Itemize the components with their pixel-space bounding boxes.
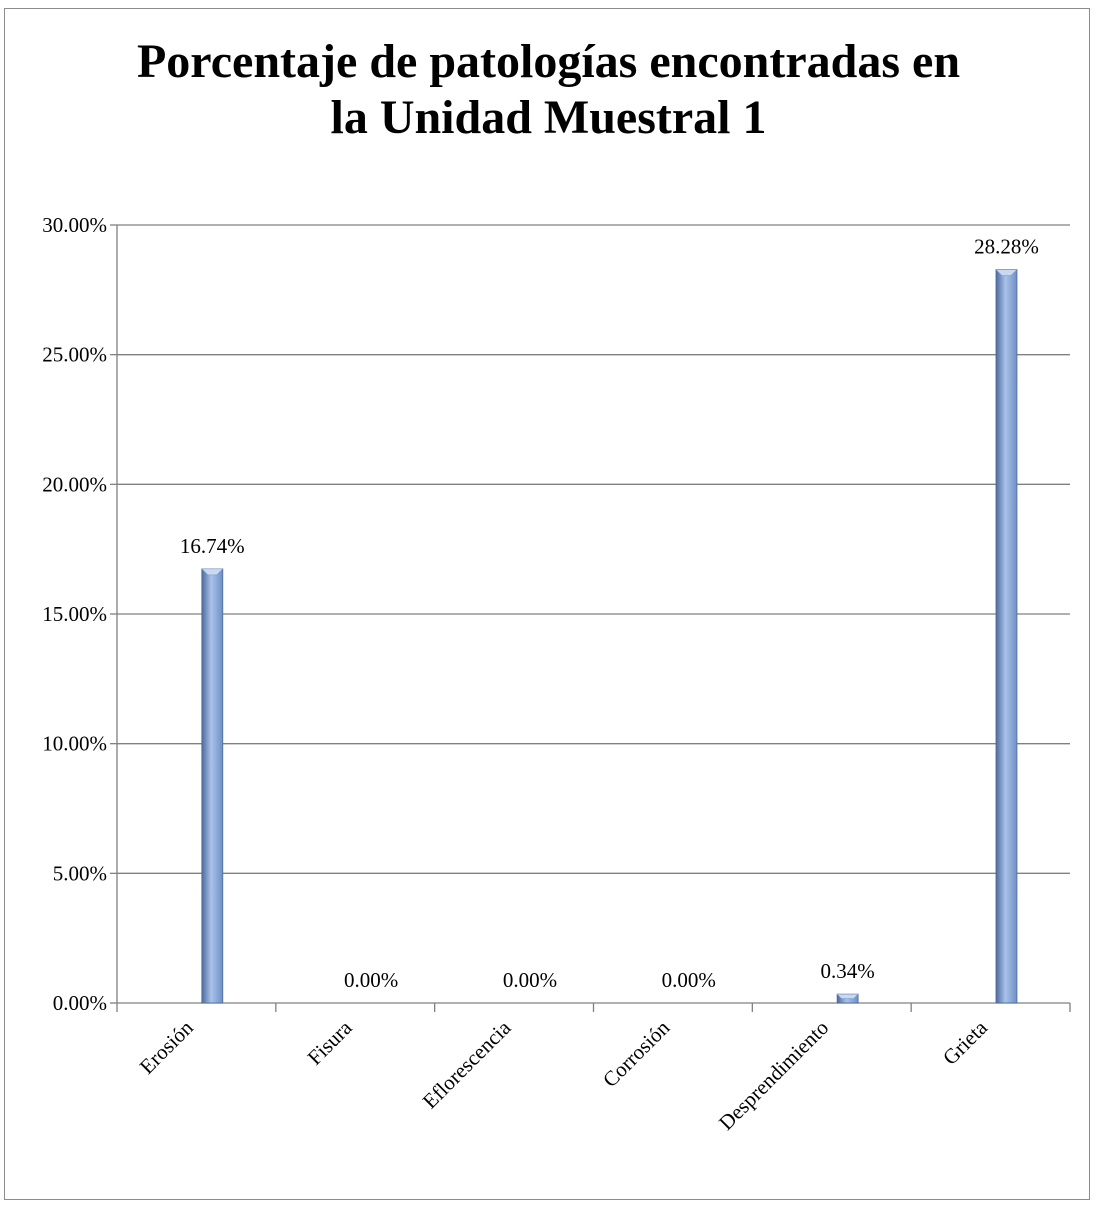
y-tick-label: 20.00%: [42, 472, 107, 496]
data-label: 0.00%: [662, 968, 716, 992]
category-label: Corrosión: [598, 1015, 675, 1092]
data-label: 0.00%: [503, 968, 557, 992]
data-label: 0.00%: [344, 968, 398, 992]
y-tick-label: 15.00%: [42, 602, 107, 626]
y-tick-label: 25.00%: [42, 343, 107, 367]
category-label: Erosión: [135, 1015, 199, 1079]
data-label: 16.74%: [180, 534, 245, 558]
chart-title-line-2: la Unidad Muestral 1: [330, 91, 767, 144]
gridlines: [117, 224, 1070, 874]
data-label: 28.28%: [974, 235, 1039, 259]
y-tick-label: 10.00%: [42, 732, 107, 756]
chart-title-line-1: Porcentaje de patologías encontradas en: [136, 35, 961, 88]
y-tick-label: 30.00%: [42, 213, 107, 237]
bar: [995, 269, 1018, 1004]
y-tick-label: 5.00%: [53, 861, 107, 885]
category-label: Fisura: [303, 1015, 358, 1070]
chart-frame: [4, 8, 1090, 1200]
bar-body: [995, 269, 1018, 1004]
bar-body: [201, 568, 224, 1004]
data-label: 0.34%: [821, 959, 875, 983]
category-label: Desprendimiento: [714, 1016, 833, 1135]
bar-top-bevel: [201, 568, 224, 576]
y-tick-label: 0.00%: [53, 991, 107, 1015]
bar: [836, 993, 859, 1004]
labels: 0.00% 5.00% 10.00% 15.00% 20.00% 25.00% 30.00%…: [42, 213, 1039, 1135]
bar: [201, 568, 224, 1004]
bar-top-bevel: [836, 993, 859, 999]
category-label: Grieta: [938, 1015, 993, 1070]
chart-title: Porcentaje de patologías encontradas en …: [0, 34, 1097, 146]
bar-top-bevel: [995, 269, 1018, 276]
axes: [110, 224, 1071, 1012]
bars: [201, 269, 1018, 1004]
category-label: Eflorescencia: [418, 1015, 516, 1113]
